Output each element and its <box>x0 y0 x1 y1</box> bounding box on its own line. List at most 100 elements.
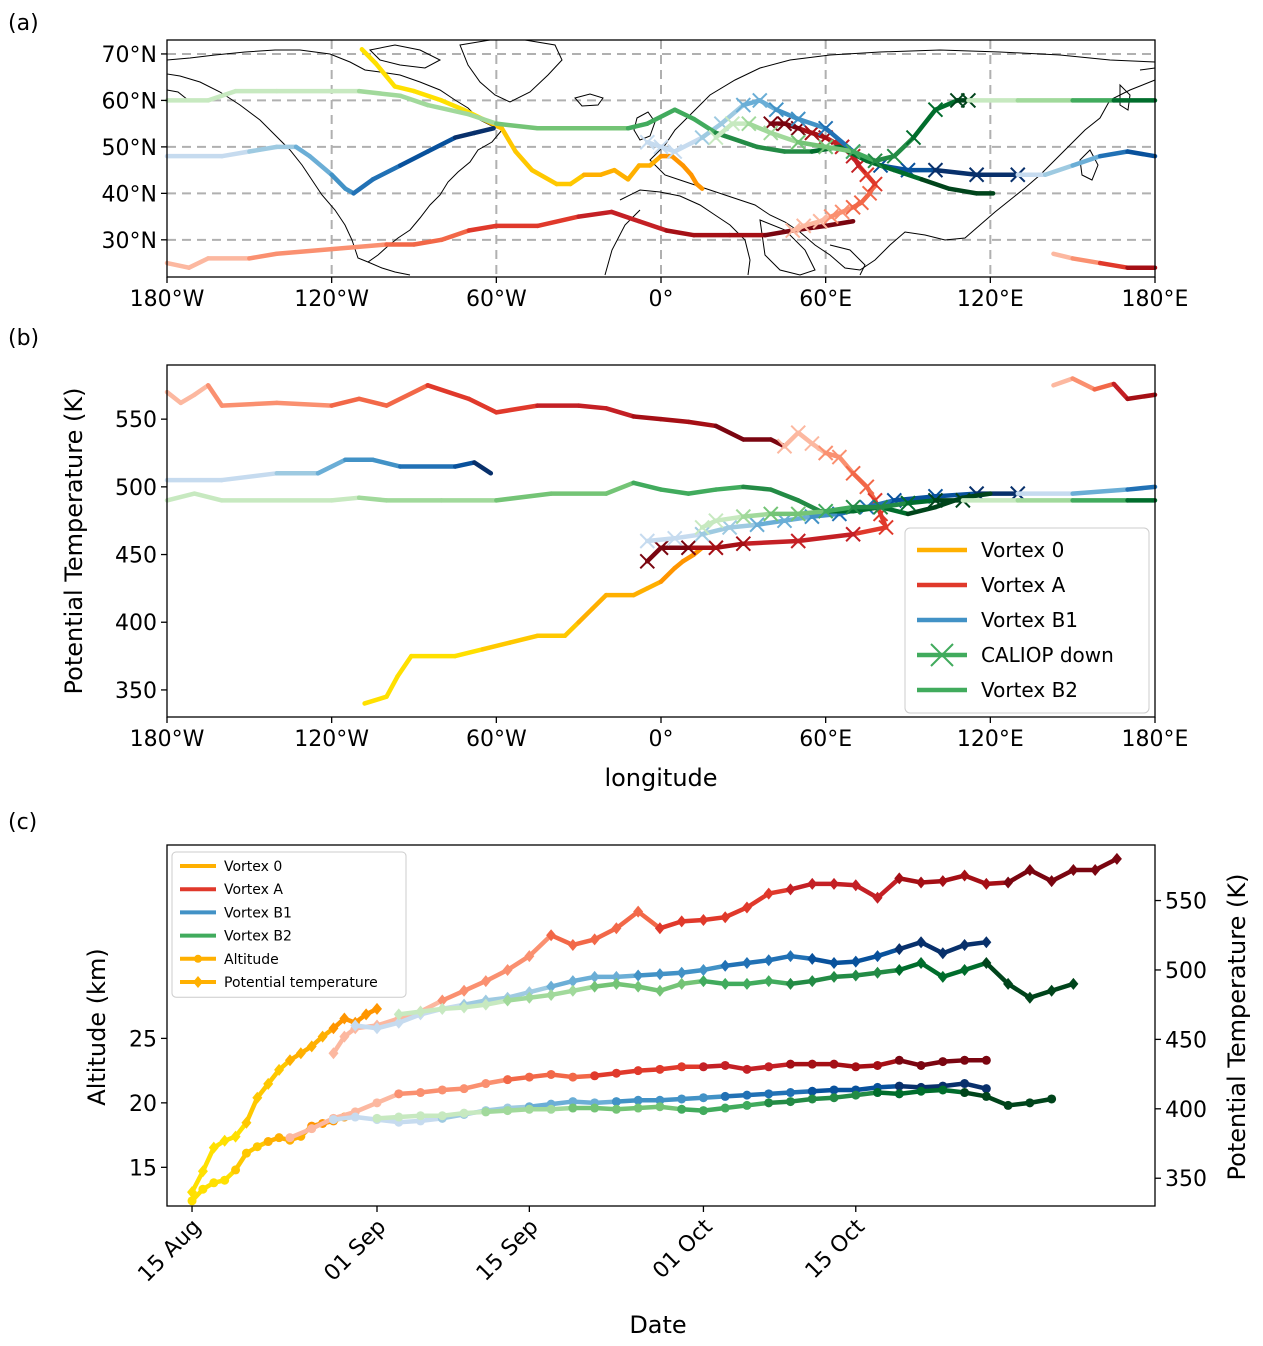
panel-c-legend-label: Vortex 0 <box>224 859 282 875</box>
map-track-segment <box>310 156 332 175</box>
map-track-segment <box>579 212 612 217</box>
theta-track-segment <box>908 500 935 503</box>
map-x-tick-label: 180°E <box>1122 287 1189 312</box>
map-track-segment <box>935 170 976 175</box>
map-track-segment <box>922 179 949 188</box>
ts-7-theta-marker <box>677 978 687 990</box>
ts-2-altitude-marker <box>634 1066 643 1075</box>
ts-3-theta-marker <box>698 914 708 926</box>
panel-c-y-tick-label: 15 <box>129 1156 157 1181</box>
ts-5-theta-marker <box>785 950 795 962</box>
map-y-tick-label: 50°N <box>102 136 157 161</box>
theta-track-segment <box>565 622 579 636</box>
theta-track-segment <box>716 426 743 440</box>
map-x-tick-label: 120°W <box>294 287 369 312</box>
map-series-vortexB1-4 <box>167 128 494 193</box>
ts-2-altitude-marker <box>285 1133 294 1142</box>
ts-6-altitude-marker <box>568 1104 577 1113</box>
panel-b-y-tick-label: 400 <box>115 611 157 636</box>
panel-c-right-ylabel: Potential Temperature (K) <box>1223 874 1251 1181</box>
theta-track-segment <box>181 395 195 403</box>
ts-4-altitude-marker <box>982 1084 991 1093</box>
panel-c-x-tick-label: 15 Aug <box>133 1215 206 1288</box>
ts-3-theta-marker <box>568 939 578 951</box>
ts-2-altitude-marker <box>873 1061 882 1070</box>
ts-6-altitude-marker <box>982 1092 991 1101</box>
map-track-segment <box>628 124 647 129</box>
theta-track-segment <box>1053 379 1072 386</box>
panel-label-b: (b) <box>8 326 39 351</box>
ts-3-theta-marker <box>938 875 948 887</box>
map-series-vortexA-3 <box>1053 254 1155 268</box>
ts-2-altitude-marker <box>677 1062 686 1071</box>
theta-series-vortexB1-4 <box>167 460 491 480</box>
ts-4-altitude-marker <box>960 1079 969 1088</box>
map-track-segment <box>1073 258 1100 263</box>
ts-2-altitude-marker <box>764 1062 773 1071</box>
map-track-segment <box>296 147 310 156</box>
ts-0-series-vortex0-0 <box>188 1113 349 1206</box>
map-tracks <box>167 49 1155 267</box>
ts-2-altitude-marker <box>373 1098 382 1107</box>
panel-b-y-ticks: 350400450500550 <box>115 408 167 704</box>
theta-track-segment <box>1073 490 1128 494</box>
panel-b-x-tick-label: 0° <box>649 727 674 752</box>
theta-track-segment <box>798 534 853 541</box>
panel-c-legend-label: Vortex B2 <box>224 929 292 945</box>
map-track-segment <box>570 175 584 184</box>
ts-2-altitude-marker <box>895 1056 904 1065</box>
map-y-tick-label: 60°N <box>102 89 157 114</box>
ts-2-altitude-marker <box>808 1060 817 1069</box>
ts-7-theta-marker <box>829 971 839 983</box>
ts-7-theta-marker <box>698 975 708 987</box>
ts-2-altitude-marker <box>917 1061 926 1070</box>
theta-track-segment <box>1114 384 1128 399</box>
map-x-tick-label: 0° <box>649 287 674 312</box>
map-track-segment <box>373 165 400 179</box>
theta-track-segment <box>318 460 345 474</box>
map-track-segment <box>249 254 276 259</box>
map-track-segment <box>666 231 693 236</box>
panel-label-c: (c) <box>8 810 37 835</box>
map-track-segment <box>222 152 249 157</box>
panel-c-y-ticks: 152025 <box>129 1027 167 1181</box>
map-x-ticks: 180°W120°W60°W0°60°E120°E180°E <box>130 277 1189 312</box>
theta-track-segment <box>455 649 482 656</box>
theta-track-segment <box>359 498 386 501</box>
panel-b-y-tick-label: 550 <box>115 408 157 433</box>
ts-3-theta-marker <box>829 878 839 890</box>
ts-6-altitude-marker <box>721 1104 730 1113</box>
map-track-segment <box>249 147 276 152</box>
ts-4-altitude-marker <box>721 1092 730 1101</box>
ts-0-altitude-marker <box>275 1133 284 1142</box>
ts-4-altitude-marker <box>351 1113 360 1122</box>
panel-b-x-tick-label: 180°W <box>130 727 205 752</box>
theta-track-segment <box>1128 487 1155 490</box>
theta-track-segment <box>373 460 400 467</box>
ts-2-altitude-marker <box>416 1088 425 1097</box>
ts-6-altitude-marker <box>503 1106 512 1115</box>
map-track-segment <box>675 138 702 152</box>
ts-7-theta-marker <box>633 981 643 993</box>
map-track-segment <box>354 179 373 193</box>
map-track-segment <box>332 244 387 249</box>
ts-6-altitude-marker <box>1004 1101 1013 1110</box>
ts-4-altitude-marker <box>808 1087 817 1096</box>
ts-2-altitude-marker <box>786 1060 795 1069</box>
panel-c-x-ticks: 15 Aug01 Sep15 Sep01 Oct15 Oct <box>133 1206 870 1287</box>
map-x-tick-label: 120°E <box>957 287 1024 312</box>
ts-0-altitude-marker <box>209 1178 218 1187</box>
map-track-segment <box>277 249 332 254</box>
map-track-segment <box>362 49 376 63</box>
ts-3-theta-marker <box>785 883 795 895</box>
ts-5-theta-marker <box>720 960 730 972</box>
map-track-segment <box>516 152 532 171</box>
ts-6-altitude-marker <box>394 1113 403 1122</box>
ts-5-theta-marker <box>873 950 883 962</box>
map-y-ticks: 30°N40°N50°N60°N70°N <box>102 43 167 254</box>
theta-track-segment <box>771 490 798 501</box>
panel-c-y-tick-label: 20 <box>129 1092 157 1117</box>
ts-7-theta-marker <box>785 978 795 990</box>
ts-2-altitude-marker <box>481 1079 490 1088</box>
theta-track-segment <box>428 385 469 399</box>
